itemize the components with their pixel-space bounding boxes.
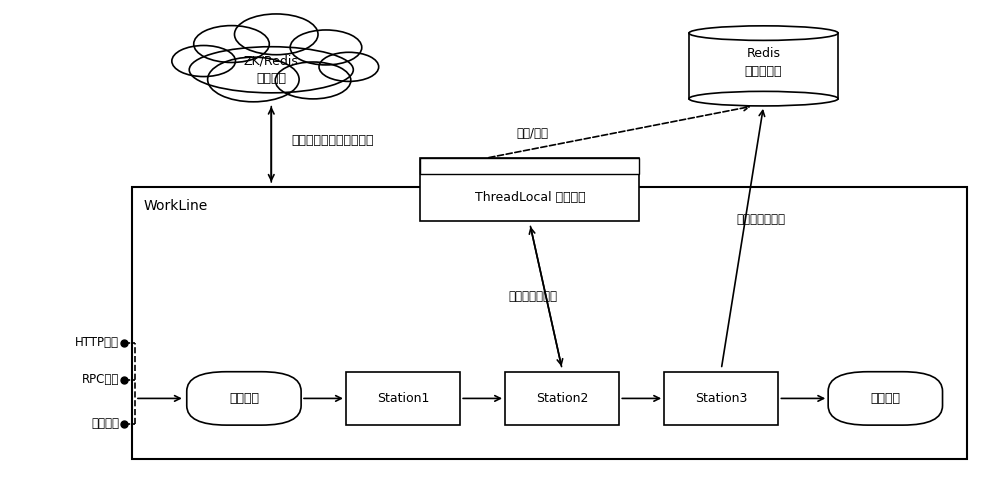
FancyBboxPatch shape — [420, 158, 639, 221]
Text: WorkLine: WorkLine — [144, 199, 208, 214]
Text: 流水线和站点的结构信息: 流水线和站点的结构信息 — [291, 134, 374, 147]
Circle shape — [275, 62, 351, 99]
Text: 分布式共享数据: 分布式共享数据 — [736, 213, 785, 226]
FancyBboxPatch shape — [346, 372, 460, 425]
Text: HTTP调用: HTTP调用 — [75, 336, 119, 349]
Circle shape — [290, 30, 362, 65]
Text: Station2: Station2 — [536, 392, 588, 405]
Ellipse shape — [689, 91, 838, 106]
FancyBboxPatch shape — [420, 158, 639, 174]
FancyBboxPatch shape — [828, 372, 943, 425]
Bar — [689, 33, 838, 99]
Ellipse shape — [689, 26, 838, 40]
Circle shape — [208, 57, 299, 102]
Text: ThreadLocal 本地共享: ThreadLocal 本地共享 — [475, 191, 585, 204]
Text: ZK/Redis
注册中心: ZK/Redis 注册中心 — [244, 55, 299, 85]
FancyBboxPatch shape — [505, 372, 619, 425]
FancyBboxPatch shape — [132, 187, 967, 459]
Ellipse shape — [189, 47, 353, 93]
Text: Redis
分布式缓存: Redis 分布式缓存 — [745, 47, 782, 78]
Circle shape — [194, 26, 269, 62]
Text: 方法开始: 方法开始 — [229, 392, 259, 405]
Text: RPC调用: RPC调用 — [82, 374, 119, 386]
FancyBboxPatch shape — [664, 372, 778, 425]
Text: 上升/回落: 上升/回落 — [516, 127, 548, 140]
Text: Station1: Station1 — [377, 392, 429, 405]
Text: 线程级共享数据: 线程级共享数据 — [508, 290, 557, 303]
Circle shape — [172, 46, 235, 77]
Text: 调度中心: 调度中心 — [91, 417, 119, 430]
Text: Station3: Station3 — [695, 392, 747, 405]
FancyBboxPatch shape — [187, 372, 301, 425]
Circle shape — [319, 53, 379, 82]
Circle shape — [234, 14, 318, 55]
Text: 方法结束: 方法结束 — [870, 392, 900, 405]
